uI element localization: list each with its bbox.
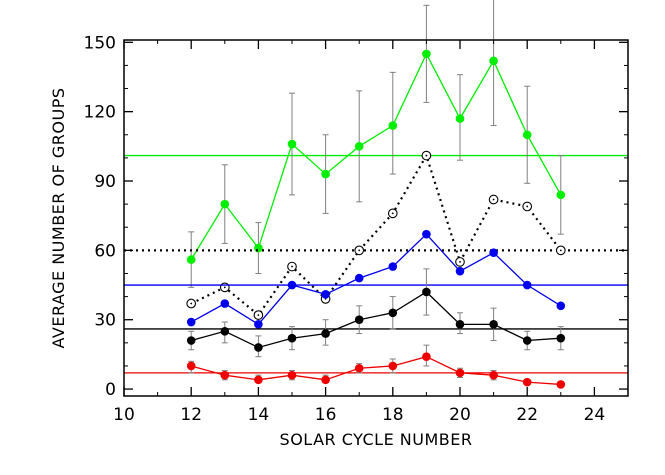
data-point [186,361,196,371]
series-line-5 [191,356,561,386]
data-point-center [291,265,293,268]
series-4 [124,268,628,358]
data-point [388,121,398,130]
data-point-center [190,302,193,305]
y-tick-label: 90 [94,172,116,192]
data-point [388,308,398,318]
data-point [422,287,431,297]
data-point [287,370,297,380]
data-point [354,273,364,283]
series-5 [124,344,628,389]
series-line-2 [190,152,562,317]
x-tick-label: 24 [584,405,606,425]
x-axis-label: SOLAR CYCLE NUMBER [280,430,473,449]
data-point [354,315,364,325]
data-point [254,243,263,253]
y-tick-label: 0 [105,380,116,400]
series-line-3 [190,233,562,326]
data-point [388,361,398,371]
data-point [455,368,465,378]
series-1 [124,0,628,288]
data-point [388,262,398,271]
data-point [220,199,230,209]
x-tick-label: 16 [315,405,337,425]
y-tick-label: 30 [94,311,116,331]
data-point [186,317,196,327]
x-tick-label: 12 [180,405,202,425]
data-point [354,142,364,151]
data-point-center [257,314,260,316]
series-line-4 [191,291,561,349]
x-tick-label: 14 [248,405,270,425]
data-point [489,370,498,380]
series-2 [124,150,628,320]
x-tick-label: 22 [516,405,538,425]
data-point [556,333,566,343]
data-point [287,280,297,290]
data-point [556,301,566,311]
data-point [321,375,330,385]
data-point [522,336,532,345]
x-tick-label: 18 [382,405,404,425]
series-3 [124,229,628,329]
axis-ticks: 10 12 14 16 18 20 22 24 0 30 60 90 120 150 [84,33,628,425]
data-point [522,377,532,387]
data-point [186,336,196,345]
y-axis-label: AVERAGE NUMBER OF GROUPS [49,88,68,349]
data-point [422,352,431,362]
data-point [556,190,566,200]
data-point [422,49,431,59]
data-point [556,380,566,389]
data-point [455,320,465,329]
data-point-center [459,261,461,263]
data-point [489,248,498,257]
x-tick-label: 20 [449,405,471,425]
data-point [254,343,263,352]
data-point-center [358,249,361,252]
data-point [522,130,532,140]
data-point [522,280,532,290]
data-point-center [223,286,226,289]
data-point [455,114,465,123]
data-point [287,139,297,149]
data-point [220,299,230,308]
x-tick-label: 10 [113,405,135,425]
series-line-1 [190,52,562,260]
data-point [422,229,431,239]
y-tick-label: 150 [84,33,116,53]
data-point-center [425,154,428,157]
data-point-center [492,198,495,201]
data-point [220,370,230,380]
y-tick-label: 60 [94,241,116,261]
data-point [489,320,498,329]
plot-frame [123,39,629,397]
data-point [186,255,196,264]
data-point-center [526,205,529,208]
data-point [254,375,263,385]
data-point [455,266,465,276]
data-point [220,326,230,336]
data-point [489,56,498,66]
data-point [321,329,330,338]
data-point [354,363,364,373]
series-layer [124,0,628,389]
data-point-center [391,212,394,215]
y-tick-label: 120 [84,103,116,123]
data-point [321,289,330,299]
data-point [287,333,297,343]
data-point [254,320,263,329]
data-point [321,169,330,179]
data-point-center [559,249,562,252]
